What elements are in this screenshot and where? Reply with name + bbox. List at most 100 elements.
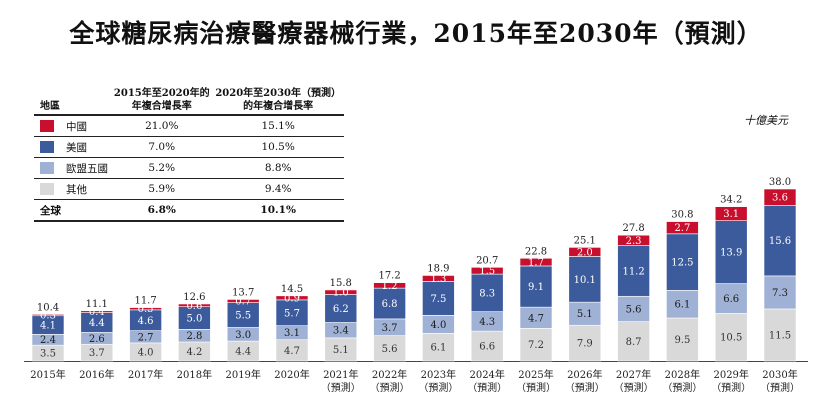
- bar-china-9: [470, 267, 504, 275]
- bar-usa-13: [666, 233, 699, 291]
- bar-china-8: [422, 275, 455, 282]
- bar-usa-12: [617, 245, 650, 297]
- data-label-eu5-9: 4.3: [479, 317, 495, 328]
- total-label-7: 17.2: [378, 271, 400, 282]
- region-column-header: 地區: [40, 101, 60, 112]
- x-tick-label-11: 2026年: [567, 368, 602, 381]
- bar-china-15: [763, 188, 797, 206]
- x-tick-label-13-sub: （預測）: [662, 381, 702, 394]
- data-label-usa-8: 7.5: [430, 294, 446, 305]
- total-label-3: 12.6: [183, 292, 205, 303]
- data-label-usa-2: 4.6: [138, 316, 154, 327]
- x-tick-label-9-sub: （預測）: [467, 381, 507, 394]
- data-label-usa-11: 10.1: [574, 275, 596, 286]
- total-label-1: 11.1: [86, 299, 108, 310]
- x-tick-label-0: 2015年: [30, 368, 65, 381]
- cagr1-global: 6.8%: [111, 199, 213, 222]
- bar-usa-14: [714, 220, 748, 284]
- cagr2-usa: 10.5%: [212, 136, 344, 158]
- bar-eu5-13: [666, 290, 699, 319]
- data-label-usa-1: 4.4: [89, 318, 105, 329]
- x-tick-label-10: 2025年: [518, 368, 553, 381]
- data-label-others-4: 4.4: [235, 347, 251, 358]
- total-label-9: 20.7: [476, 255, 498, 266]
- data-label-usa-14: 13.9: [720, 248, 742, 259]
- legend-swatch-china: [40, 120, 54, 132]
- data-label-others-9: 6.6: [479, 342, 495, 353]
- data-label-usa-3: 5.0: [186, 314, 202, 325]
- data-label-china-0: 0.3: [40, 311, 56, 322]
- bar-china-1: [80, 310, 114, 313]
- total-label-6: 15.8: [330, 278, 352, 289]
- data-label-others-1: 3.7: [89, 348, 105, 359]
- data-label-usa-13: 12.5: [671, 258, 693, 269]
- cagr1-china: 21.0%: [111, 114, 213, 137]
- x-tick-label-8-sub: （預測）: [418, 381, 458, 394]
- x-tick-label-6-sub: （預測）: [321, 381, 361, 394]
- data-label-eu5-10: 4.7: [528, 313, 544, 324]
- bar-others-13: [666, 317, 699, 362]
- x-tick-label-9: 2024年: [469, 368, 504, 381]
- cagr2-others: 9.4%: [212, 178, 344, 200]
- bar-others-7: [373, 335, 406, 362]
- total-label-15: 38.0: [769, 177, 791, 188]
- x-tick-label-15-sub: （預測）: [760, 381, 800, 394]
- bar-usa-11: [568, 256, 602, 303]
- data-label-eu5-1: 2.6: [89, 334, 105, 345]
- data-label-others-3: 4.2: [186, 347, 202, 358]
- data-label-china-11: 2.0: [577, 247, 593, 258]
- total-label-13: 30.8: [671, 210, 693, 221]
- bar-usa-9: [470, 273, 504, 312]
- unit-label: 十億美元: [744, 114, 788, 127]
- data-label-usa-10: 9.1: [528, 282, 544, 293]
- data-label-others-5: 4.7: [284, 346, 300, 357]
- cagr1-others: 5.9%: [111, 178, 213, 200]
- data-label-others-12: 8.7: [626, 337, 642, 348]
- data-label-usa-15: 15.6: [769, 236, 791, 247]
- total-label-0: 10.4: [37, 302, 59, 313]
- data-label-others-13: 9.5: [674, 335, 690, 346]
- cagr-2020-2030-header: 2020年至2030年（預測） 的年複合增長率: [215, 88, 341, 112]
- cagr-2015-2020-header: 2015年至2020年的 年複合增長率: [113, 88, 210, 112]
- data-label-others-7: 5.6: [382, 344, 398, 355]
- data-label-eu5-3: 2.8: [186, 331, 202, 342]
- data-label-china-6: 1.0: [333, 288, 349, 299]
- total-label-2: 11.7: [134, 296, 156, 307]
- data-label-others-14: 10.5: [720, 333, 742, 344]
- bar-usa-8: [422, 281, 455, 316]
- total-label-5: 14.5: [281, 284, 303, 295]
- data-label-others-6: 5.1: [333, 345, 349, 356]
- data-label-china-3: 0.6: [186, 301, 202, 312]
- legend-global-name: 全球: [34, 199, 112, 222]
- x-tick-label-7: 2022年: [372, 368, 407, 381]
- data-label-eu5-0: 2.4: [40, 335, 56, 346]
- bar-china-7: [373, 282, 406, 289]
- data-label-china-5: 0.9: [284, 293, 300, 304]
- data-label-others-0: 3.5: [40, 349, 56, 360]
- data-label-china-9: 1.5: [479, 266, 495, 277]
- bar-others-11: [568, 324, 602, 362]
- data-label-china-1: 0.4: [89, 307, 105, 318]
- data-label-usa-7: 6.8: [382, 299, 398, 310]
- x-tick-label-15: 2030年: [762, 368, 797, 381]
- legend-row-global: 全球 6.8% 10.1%: [34, 199, 344, 222]
- total-label-4: 13.7: [232, 287, 254, 298]
- data-label-eu5-7: 3.7: [382, 323, 398, 334]
- legend-row-usa: 美國 7.0% 10.5%: [34, 136, 344, 158]
- total-label-12: 27.8: [622, 223, 644, 234]
- x-tick-label-3: 2018年: [177, 368, 212, 381]
- data-label-usa-9: 8.3: [479, 288, 495, 299]
- bar-usa-10: [519, 265, 553, 308]
- total-label-10: 22.8: [525, 246, 547, 257]
- cagr2-global: 10.1%: [212, 199, 344, 222]
- cagr2-eu5: 8.8%: [212, 157, 344, 179]
- chart-title: 全球糖尿病治療醫療器械行業，2015年至2030年（預測）: [69, 19, 763, 48]
- data-label-eu5-4: 3.0: [235, 330, 251, 341]
- bar-usa-5: [275, 299, 309, 326]
- x-tick-label-11-sub: （預測）: [565, 381, 605, 394]
- data-label-others-10: 7.2: [528, 340, 544, 351]
- data-label-eu5-2: 2.7: [138, 332, 154, 343]
- x-tick-label-1: 2016年: [79, 368, 114, 381]
- legend-row-others: 其他 5.9% 9.4%: [34, 178, 344, 200]
